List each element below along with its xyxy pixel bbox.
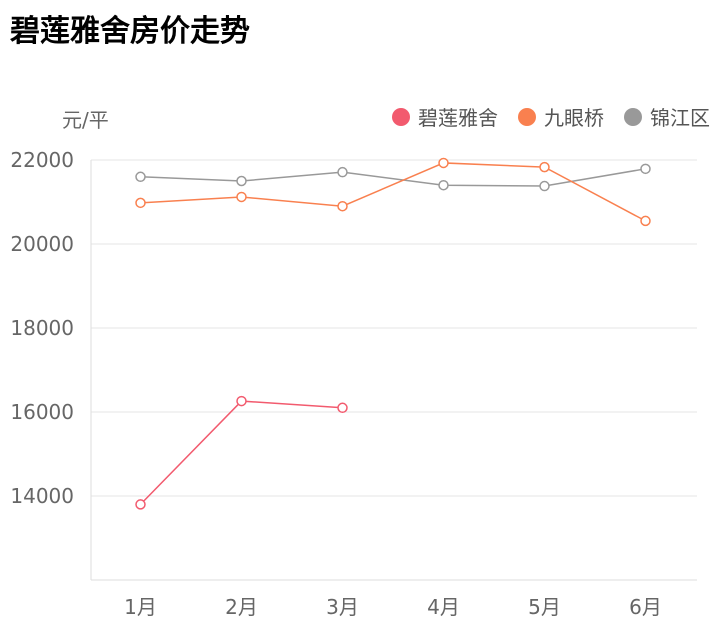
legend-label: 碧莲雅舍 bbox=[418, 106, 498, 130]
chart-title: 碧莲雅舍房价走势 bbox=[10, 14, 250, 49]
legend-marker bbox=[518, 107, 536, 126]
data-point bbox=[640, 163, 651, 175]
y-tick-label: 18000 bbox=[10, 316, 74, 340]
y-tick-label: 14000 bbox=[10, 484, 74, 508]
data-point bbox=[236, 175, 247, 187]
series-line bbox=[140, 162, 646, 222]
data-point bbox=[640, 215, 651, 227]
x-tick-label: 2月 bbox=[225, 595, 258, 619]
y-tick-label: 16000 bbox=[10, 400, 74, 424]
legend-label: 锦江区 bbox=[650, 106, 710, 130]
data-point bbox=[539, 161, 550, 173]
y-tick-label: 22000 bbox=[10, 148, 74, 172]
legend-label: 九眼桥 bbox=[544, 106, 604, 130]
legend-item[interactable]: 碧莲雅舍 bbox=[392, 102, 498, 131]
data-point bbox=[236, 395, 247, 407]
data-point bbox=[135, 499, 146, 510]
legend: 碧莲雅舍 九眼桥 锦江区 bbox=[392, 102, 710, 131]
data-point bbox=[438, 157, 449, 169]
x-tick-label: 5月 bbox=[528, 595, 561, 619]
y-tick-label: 20000 bbox=[10, 232, 74, 256]
x-tick-label: 1月 bbox=[124, 595, 157, 619]
series-line bbox=[139, 400, 343, 505]
data-point bbox=[337, 200, 348, 212]
y-axis-label: 元/平 bbox=[62, 108, 109, 132]
legend-item[interactable]: 九眼桥 bbox=[518, 102, 604, 131]
data-point bbox=[438, 179, 449, 191]
legend-marker bbox=[392, 107, 410, 126]
data-point bbox=[539, 180, 550, 192]
data-point bbox=[135, 197, 146, 209]
x-tick-label: 6月 bbox=[629, 595, 662, 619]
series-line bbox=[140, 168, 646, 187]
data-point bbox=[135, 171, 146, 183]
data-point bbox=[337, 166, 348, 178]
x-tick-label: 4月 bbox=[427, 595, 460, 619]
legend-marker bbox=[624, 107, 642, 126]
data-point bbox=[236, 191, 247, 203]
legend-item[interactable]: 锦江区 bbox=[624, 102, 710, 131]
data-point bbox=[337, 402, 348, 414]
x-tick-label: 3月 bbox=[326, 595, 359, 619]
